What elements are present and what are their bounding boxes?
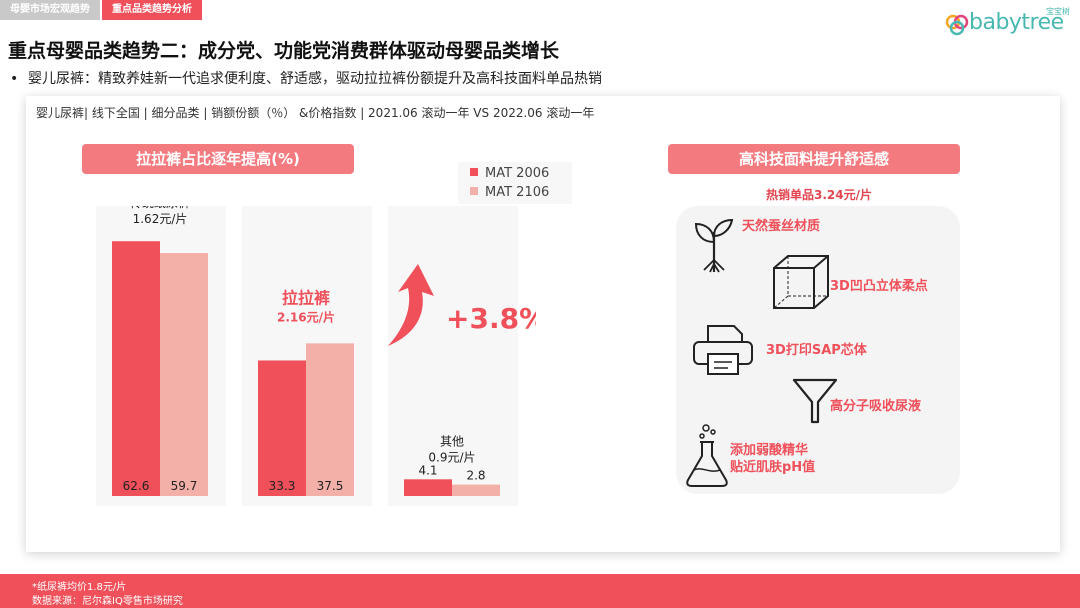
chart-group-panel	[388, 206, 518, 506]
legend-label-mat2006: MAT 2006	[485, 166, 550, 181]
legend-item-mat2106: MAT 2106	[470, 185, 549, 200]
growth-arrow-icon	[388, 264, 434, 346]
category-price-label: 0.9元/片	[428, 450, 475, 464]
feature-3d-dots: 3D凹凸立体柔点	[830, 279, 928, 294]
bar-mat2006	[258, 360, 306, 496]
bar-mat2006	[404, 479, 452, 496]
footer-note: *纸尿裤均价1.8元/片	[32, 582, 127, 593]
flask-icon	[686, 424, 728, 487]
category-label: 其他	[440, 434, 464, 448]
bar-value-label: 4.1	[418, 463, 437, 477]
bar-value-label: 62.6	[123, 479, 150, 493]
bar-chart: 62.6 59.7 传统纸尿裤 1.62元/片 33.3 37.5 拉拉裤 2.16元/片 4.…	[96, 206, 536, 506]
page-title: 重点母婴品类趋势二：成分党、功能党消费群体驱动母婴品类增长	[8, 40, 560, 62]
cube-icon	[773, 255, 829, 309]
feature-3d-print-sap: 3D打印SAP芯体	[766, 343, 867, 358]
printer-icon	[693, 325, 753, 375]
bullet-text: 婴儿尿裤：精致养娃新一代追求便利度、舒适感，驱动拉拉裤份额提升及高科技面料单品热…	[28, 71, 602, 87]
bar-value-label: 33.3	[269, 479, 296, 493]
features-panel	[676, 206, 960, 494]
tab-key-category-analysis[interactable]: 重点品类趋势分析	[102, 0, 202, 20]
logo-cn-text: 宝宝树	[1046, 7, 1070, 16]
plant-icon	[694, 218, 734, 273]
footer-bar: *纸尿裤均价1.8元/片 数据来源：尼尔森IQ零售市场研究	[0, 574, 1080, 608]
feature-polymer: 高分子吸收尿液	[830, 399, 922, 414]
bar-value-label: 2.8	[466, 469, 485, 483]
right-section-title: 高科技面料提升舒适感	[668, 144, 960, 174]
bar-mat2006	[112, 241, 160, 496]
logo-brand-text: babytree	[969, 10, 1064, 35]
funnel-icon	[792, 378, 838, 424]
tab-market-macro-trend[interactable]: 母婴市场宏观趋势	[0, 0, 100, 20]
babytree-logo-icon	[945, 14, 969, 36]
category-price-label: 2.16元/片	[277, 309, 335, 324]
bullet-point: • 婴儿尿裤：精致养娃新一代追求便利度、舒适感，驱动拉拉裤份额提升及高科技面料单品…	[10, 68, 602, 88]
bar-mat2106	[306, 343, 354, 496]
source-line: 婴儿尿裤| 线下全国 | 细分品类 | 销额份额（％） &价格指数 | 2021…	[36, 106, 595, 120]
hot-sale-label: 热销单品3.24元/片	[766, 188, 872, 202]
bar-mat2106	[160, 253, 208, 496]
growth-label: +3.8%	[446, 302, 536, 335]
category-label: 传统纸尿裤	[130, 206, 190, 210]
legend-swatch-mat2006	[470, 168, 478, 176]
bullet-dot: •	[10, 71, 19, 87]
legend-swatch-mat2106	[470, 187, 478, 195]
top-tabs: 母婴市场宏观趋势 重点品类趋势分析	[0, 0, 204, 20]
bar-value-label: 59.7	[171, 479, 198, 493]
category-price-label: 1.62元/片	[133, 212, 188, 226]
bar-mat2106	[452, 484, 500, 496]
feature-silk: 天然蚕丝材质	[742, 219, 821, 234]
legend-label-mat2106: MAT 2106	[485, 185, 550, 200]
content-card: 婴儿尿裤| 线下全国 | 细分品类 | 销额份额（％） &价格指数 | 2021…	[26, 96, 1060, 552]
babytree-logo: babytree 宝宝树	[945, 6, 1070, 40]
left-section-title: 拉拉裤占比逐年提高(%)	[82, 144, 354, 174]
footer-source: 数据来源：尼尔森IQ零售市场研究	[32, 596, 183, 607]
chart-legend: MAT 2006 MAT 2106	[458, 162, 572, 204]
legend-item-mat2006: MAT 2006	[470, 166, 549, 181]
bar-value-label: 37.5	[317, 479, 344, 493]
category-label: 拉拉裤	[282, 288, 330, 307]
feature-weak-acid: 添加弱酸精华 贴近肌肤pH值	[730, 443, 816, 475]
